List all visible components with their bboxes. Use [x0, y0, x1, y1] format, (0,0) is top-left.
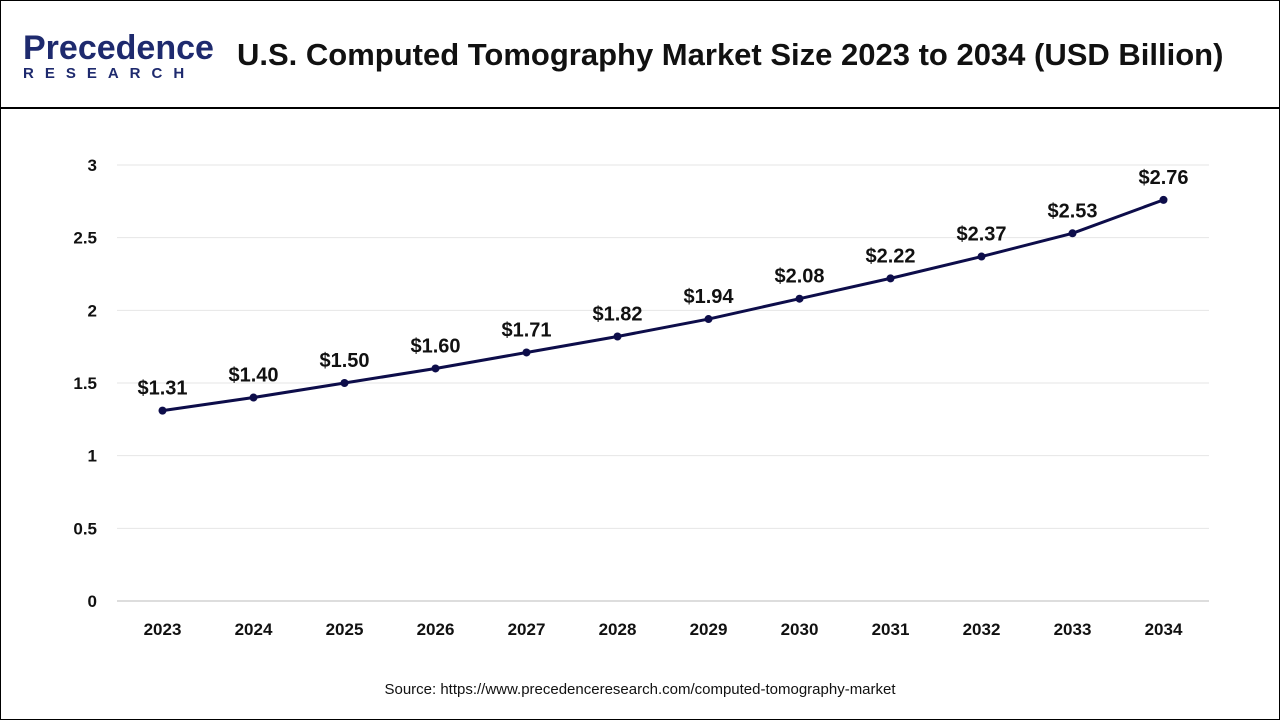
y-tick-label: 2.5 [73, 229, 97, 248]
data-point [1159, 195, 1168, 204]
y-tick-label: 1.5 [73, 374, 97, 393]
x-tick-label: 2028 [599, 620, 637, 639]
data-point [795, 294, 804, 303]
x-tick-label: 2026 [417, 620, 455, 639]
x-tick-label: 2023 [144, 620, 182, 639]
x-tick-label: 2025 [326, 620, 364, 639]
y-tick-label: 1 [88, 447, 97, 466]
source-text: Source: https://www.precedenceresearch.c… [384, 681, 896, 698]
y-tick-label: 3 [88, 156, 97, 175]
data-point [431, 364, 440, 373]
data-label: $2.53 [1047, 200, 1097, 222]
data-label: $2.76 [1138, 167, 1188, 189]
data-point [704, 315, 713, 324]
data-label: $2.08 [774, 266, 824, 288]
precedence-research-logo: Precedence RESEARCH [23, 31, 214, 82]
logo-sub-text: RESEARCH [23, 65, 196, 82]
y-tick-label: 0.5 [73, 519, 97, 538]
data-point [249, 393, 258, 402]
x-tick-label: 2024 [235, 620, 273, 639]
x-tick-label: 2030 [781, 620, 819, 639]
chart-title: U.S. Computed Tomography Market Size 202… [237, 37, 1224, 72]
data-label: $2.22 [865, 245, 915, 267]
data-label: $1.40 [228, 365, 278, 387]
x-tick-label: 2032 [963, 620, 1001, 639]
data-label: $1.60 [410, 335, 460, 357]
data-point [158, 406, 167, 415]
data-point [1068, 229, 1077, 238]
x-tick-label: 2029 [690, 620, 728, 639]
data-label: $1.31 [137, 378, 187, 400]
data-label: $1.82 [592, 303, 642, 325]
data-point [886, 274, 895, 283]
y-tick-label: 2 [88, 301, 97, 320]
series-line [162, 198, 1165, 413]
data-point [613, 332, 622, 341]
data-label: $1.71 [501, 319, 551, 341]
data-label: $1.94 [683, 286, 734, 308]
x-tick-label: 2027 [508, 620, 546, 639]
y-tick-label: 0 [88, 592, 97, 611]
data-label: $1.50 [319, 350, 369, 372]
header: Precedence RESEARCH U.S. Computed Tomogr… [1, 1, 1279, 109]
x-tick-label: 2031 [872, 620, 910, 639]
data-point [340, 379, 349, 387]
x-tick-label: 2033 [1054, 620, 1092, 639]
logo-main-text: Precedence [23, 29, 214, 67]
data-point [522, 348, 531, 357]
x-tick-label: 2034 [1145, 620, 1183, 639]
data-point [977, 252, 986, 261]
data-label: $2.37 [956, 224, 1006, 246]
